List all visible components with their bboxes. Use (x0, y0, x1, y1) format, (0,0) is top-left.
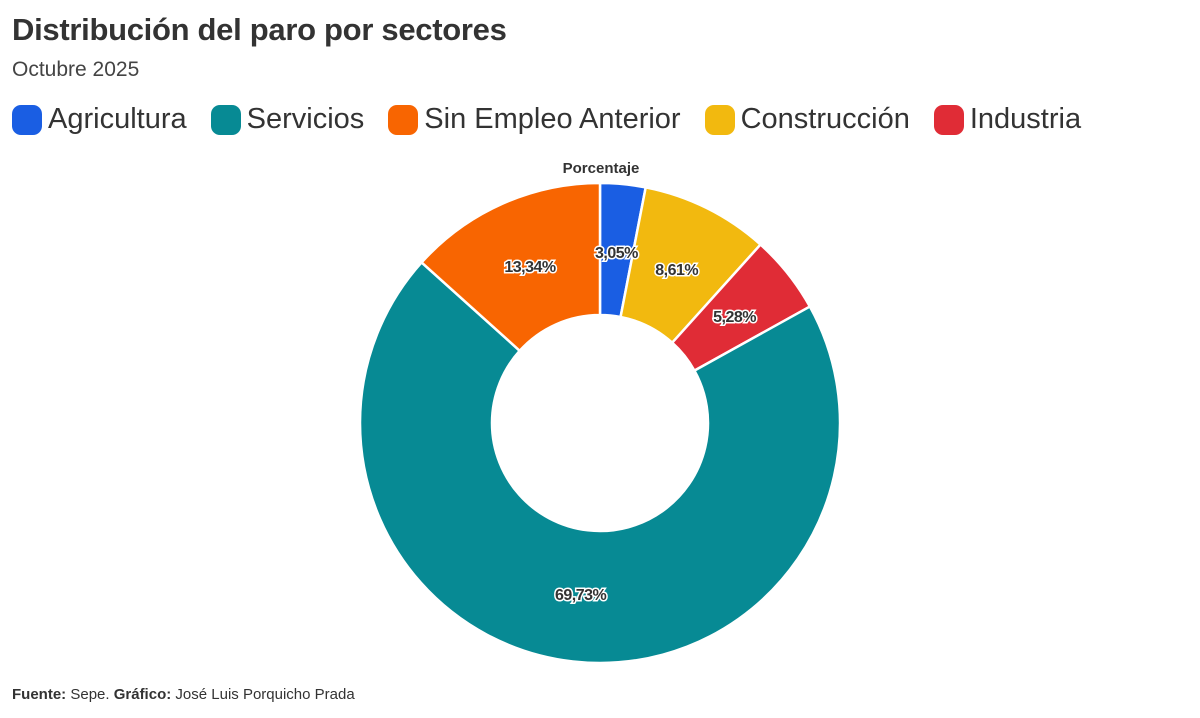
data-label: 3,05% (595, 245, 638, 262)
legend-item-industria[interactable]: Industria (933, 103, 1082, 136)
legend-label: Construcción (740, 103, 910, 135)
legend-swatch (12, 104, 42, 135)
legend-item-servicios[interactable]: Servicios (210, 103, 365, 136)
credit-text: José Luis Porquicho Prada (175, 686, 355, 703)
legend-item-sin-empleo-anterior[interactable]: Sin Empleo Anterior (388, 103, 681, 136)
chart-title: Distribución del paro por sectores (12, 12, 507, 47)
legend-item-agricultura[interactable]: Agricultura (12, 103, 187, 136)
credit-label: Gráfico: (113, 686, 172, 703)
data-label: 69,73% (555, 587, 607, 604)
data-label: 5,28% (713, 309, 756, 326)
source-text: Sepe. (70, 686, 110, 703)
legend-label: Industria (969, 103, 1082, 135)
legend-swatch (704, 104, 735, 135)
legend: Agricultura Servicios Sin Empleo Anterio… (12, 103, 1105, 136)
legend-swatch (210, 104, 241, 135)
legend-swatch (933, 104, 964, 135)
legend-label: Agricultura (48, 103, 187, 135)
legend-label: Servicios (246, 103, 365, 135)
source-footer: Fuente: Sepe. Gráfico: José Luis Porquic… (12, 686, 355, 703)
slice-sin-empleo-anterior[interactable] (420, 181, 602, 353)
chart-subtitle: Octubre 2025 (12, 58, 140, 81)
data-label: 8,61% (655, 262, 698, 279)
source-label: Fuente: (12, 686, 67, 703)
data-label: 13,34% (504, 259, 556, 276)
legend-label: Sin Empleo Anterior (424, 103, 681, 135)
slice-servicios[interactable] (358, 261, 842, 665)
series-label: Porcentaje (563, 160, 640, 177)
legend-item-construccion[interactable]: Construcción (704, 103, 910, 136)
legend-swatch (388, 104, 419, 135)
